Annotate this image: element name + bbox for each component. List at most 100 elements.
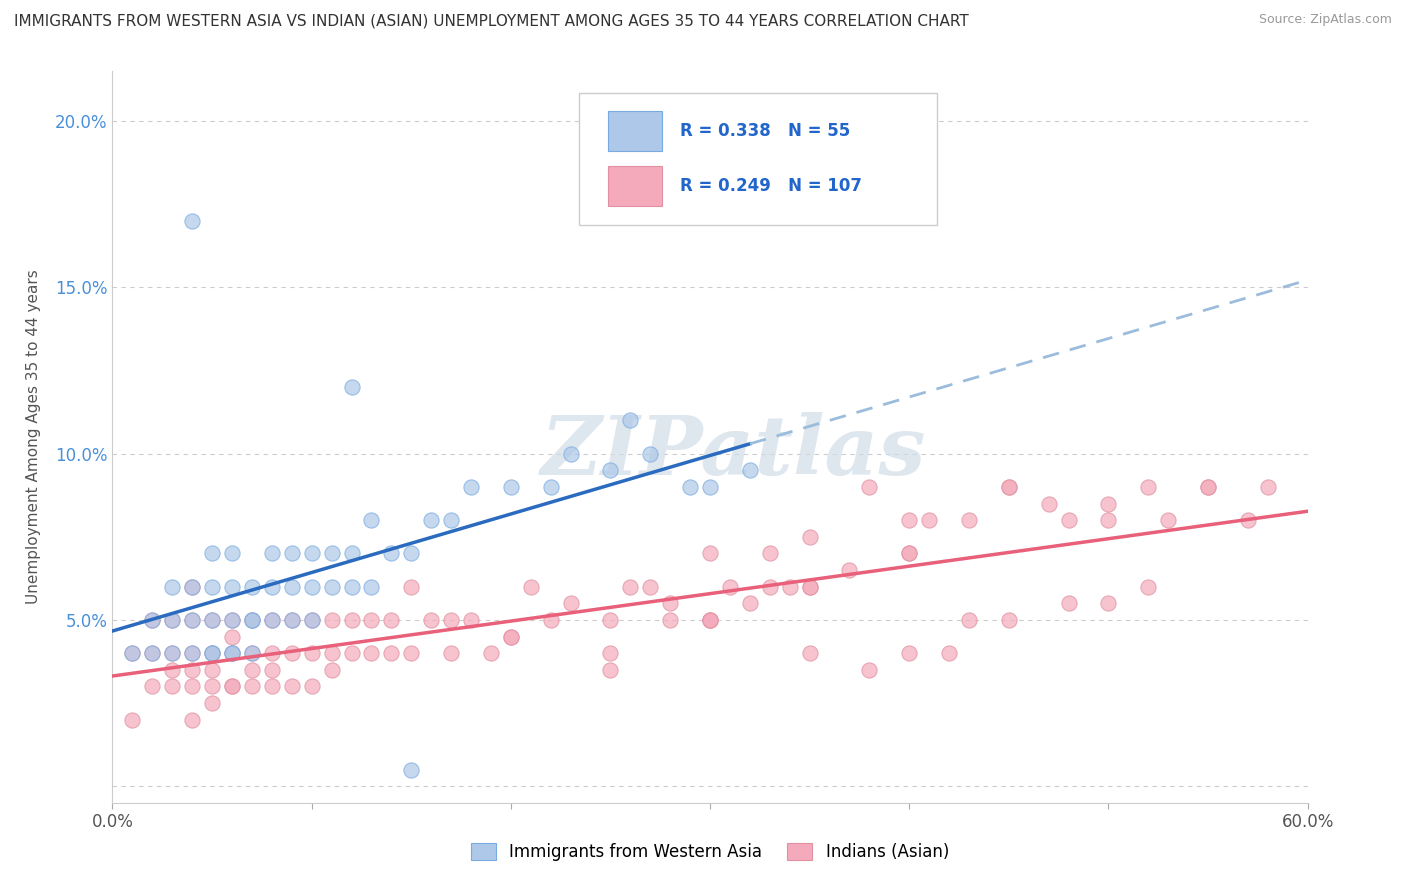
Point: [221, 613, 243, 627]
Point: [799, 580, 821, 594]
Legend: Immigrants from Western Asia, Indians (Asian): Immigrants from Western Asia, Indians (A…: [464, 836, 956, 868]
Point: [499, 630, 522, 644]
Point: [301, 546, 323, 560]
Point: [301, 613, 323, 627]
Point: [201, 546, 224, 560]
Point: [162, 580, 183, 594]
Point: [340, 380, 363, 394]
Point: [181, 580, 204, 594]
Point: [640, 580, 662, 594]
Point: [440, 613, 463, 627]
Point: [162, 646, 183, 660]
Point: [420, 513, 443, 527]
Point: [360, 580, 382, 594]
Point: [938, 646, 960, 660]
Point: [699, 613, 721, 627]
Point: [659, 596, 682, 610]
Point: [141, 613, 163, 627]
Point: [440, 513, 463, 527]
Point: [162, 646, 183, 660]
Point: [440, 646, 463, 660]
Point: [1197, 480, 1219, 494]
Point: [181, 680, 204, 694]
Point: [360, 646, 382, 660]
Point: [240, 646, 263, 660]
Point: [699, 480, 721, 494]
Point: [301, 580, 323, 594]
Point: [679, 480, 702, 494]
Point: [460, 613, 482, 627]
Point: [499, 480, 522, 494]
Point: [321, 613, 343, 627]
Point: [957, 613, 980, 627]
Point: [201, 580, 224, 594]
Point: [281, 613, 304, 627]
FancyBboxPatch shape: [609, 111, 662, 151]
Point: [201, 613, 224, 627]
Point: [599, 646, 621, 660]
Point: [260, 613, 283, 627]
Point: [301, 613, 323, 627]
Point: [121, 713, 143, 727]
Point: [141, 680, 163, 694]
Point: [201, 646, 224, 660]
Point: [221, 613, 243, 627]
Point: [599, 663, 621, 677]
Point: [181, 613, 204, 627]
Text: Source: ZipAtlas.com: Source: ZipAtlas.com: [1258, 13, 1392, 27]
Point: [1197, 480, 1219, 494]
Point: [738, 596, 761, 610]
Point: [918, 513, 941, 527]
Point: [201, 646, 224, 660]
Point: [321, 580, 343, 594]
Point: [998, 480, 1021, 494]
Point: [898, 646, 921, 660]
Point: [260, 680, 283, 694]
Point: [659, 613, 682, 627]
Point: [898, 546, 921, 560]
Point: [1137, 480, 1160, 494]
Point: [799, 646, 821, 660]
Point: [759, 580, 782, 594]
Point: [301, 646, 323, 660]
Point: [141, 646, 163, 660]
Point: [540, 480, 562, 494]
Point: [281, 613, 304, 627]
Point: [281, 646, 304, 660]
Point: [260, 646, 283, 660]
Point: [1038, 497, 1060, 511]
Point: [1137, 580, 1160, 594]
Point: [340, 580, 363, 594]
Point: [201, 663, 224, 677]
Point: [301, 680, 323, 694]
Point: [340, 646, 363, 660]
Point: [998, 480, 1021, 494]
Text: R = 0.338   N = 55: R = 0.338 N = 55: [681, 122, 851, 140]
Point: [162, 680, 183, 694]
Point: [799, 530, 821, 544]
Point: [321, 646, 343, 660]
Point: [121, 646, 143, 660]
Point: [1057, 513, 1080, 527]
Y-axis label: Unemployment Among Ages 35 to 44 years: Unemployment Among Ages 35 to 44 years: [27, 269, 41, 605]
Point: [560, 447, 582, 461]
Point: [380, 613, 402, 627]
Point: [898, 546, 921, 560]
Point: [340, 546, 363, 560]
Point: [699, 613, 721, 627]
Point: [779, 580, 801, 594]
Point: [201, 696, 224, 710]
Point: [499, 630, 522, 644]
Point: [1097, 596, 1119, 610]
Point: [599, 613, 621, 627]
Point: [799, 580, 821, 594]
Point: [221, 646, 243, 660]
Point: [240, 613, 263, 627]
Point: [221, 680, 243, 694]
Text: R = 0.249   N = 107: R = 0.249 N = 107: [681, 177, 862, 194]
Point: [957, 513, 980, 527]
Point: [281, 580, 304, 594]
Point: [838, 563, 860, 577]
Point: [599, 463, 621, 477]
Point: [181, 613, 204, 627]
